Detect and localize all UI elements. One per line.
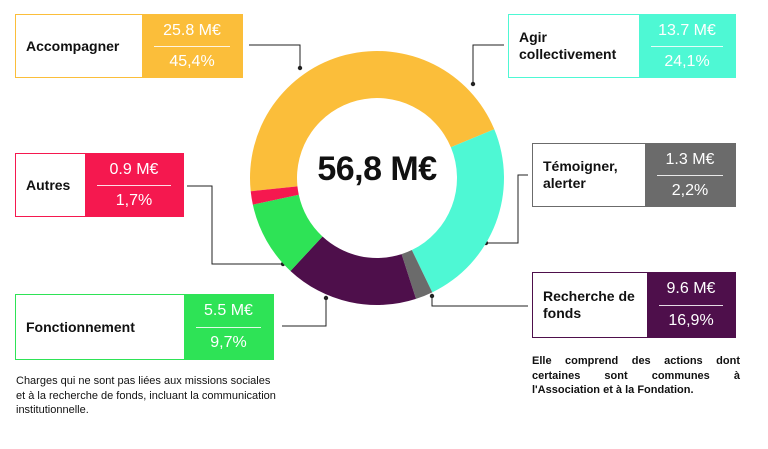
card-temoigner-alerter: Témoigner, alerter 1.3 M€ 2,2% (532, 143, 736, 207)
slice-autres (250, 186, 299, 205)
slice-fonctionnement (252, 194, 323, 271)
card-fonctionnement-label: Fonctionnement (26, 318, 135, 335)
card-autres-percent: 1,7% (115, 191, 153, 209)
leader-agir (472, 44, 504, 84)
card-recherche-de-fonds: Recherche de fonds 9.6 M€ 16,9% (532, 272, 736, 338)
card-temoigner-percent: 2,2% (671, 181, 709, 199)
card-autres-label: Autres (26, 176, 71, 193)
leader-temoigner (486, 174, 528, 244)
card-accompagner-percent: 45,4% (169, 52, 215, 70)
total-amount: 56,8 M€ (317, 150, 437, 188)
card-recherche-percent: 16,9% (668, 312, 714, 329)
card-accompagner-label: Accompagner (26, 37, 120, 54)
slice-accompagner (250, 51, 495, 192)
note-fonctionnement: Charges qui ne sont pas liées aux missio… (16, 375, 276, 417)
card-recherche-label: Recherche de fonds (543, 288, 635, 321)
card-agir-collectivement: Agir collectivement 13.7 M€ 24,1% (508, 14, 736, 78)
leader-accompagner-dot (297, 65, 303, 71)
leader-autres (187, 185, 283, 265)
card-autres-amount: 0.9 M€ (109, 160, 159, 178)
card-temoigner-amount: 1.3 M€ (665, 150, 715, 168)
card-agir-label: Agir collectivement (519, 29, 617, 62)
leader-fonctionnement (282, 298, 327, 327)
leader-fonctionnement-dot (323, 295, 329, 301)
card-temoigner-label: Témoigner, alerter (543, 158, 618, 191)
card-recherche-amount: 9.6 M€ (666, 280, 716, 297)
donut-slices (250, 51, 504, 305)
leader-lines (187, 44, 528, 327)
card-autres: Autres 0.9 M€ 1,7% (15, 153, 184, 217)
leader-recherche-dot (429, 293, 435, 299)
card-fonctionnement-amount: 5.5 M€ (204, 302, 253, 319)
card-accompagner: Accompagner 25.8 M€ 45,4% (15, 14, 243, 78)
slice-t-moigner-alerter (401, 250, 433, 299)
leader-accompagner (249, 44, 301, 68)
leader-recherche (431, 296, 528, 307)
leader-agir-dot (470, 81, 476, 87)
card-fonctionnement: Fonctionnement 5.5 M€ 9,7% (15, 294, 274, 360)
card-accompagner-amount: 25.8 M€ (163, 21, 221, 39)
slice-recherche-de-fonds (290, 236, 416, 305)
card-fonctionnement-percent: 9,7% (210, 334, 247, 351)
card-agir-amount: 13.7 M€ (658, 21, 716, 39)
slice-agir-collectivement (411, 129, 504, 293)
note-recherche-de-fonds: Elle comprend des actions dont certaines… (532, 355, 740, 397)
card-agir-percent: 24,1% (664, 52, 710, 70)
